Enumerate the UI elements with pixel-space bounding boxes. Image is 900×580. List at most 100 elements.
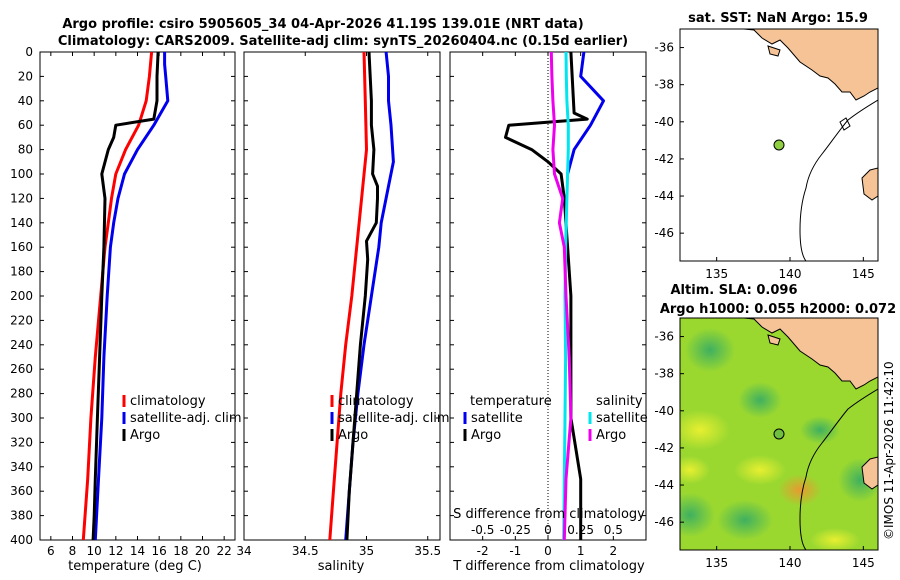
depth-tick-label: 160 <box>10 240 33 254</box>
map-y-tick-label: -42 <box>654 152 674 166</box>
salinity-series <box>328 52 395 540</box>
sla-map-axes: 135 140 145 -36 -38 -40 -42 -44 -46 <box>654 330 874 570</box>
depth-tick-label: 360 <box>10 484 33 498</box>
x-tick-label: 34.5 <box>292 544 319 558</box>
x-tick-label: 14 <box>130 544 145 558</box>
map-y-tick-label: -36 <box>654 41 674 55</box>
depth-tick-label: 280 <box>10 387 33 401</box>
sla-map <box>680 318 878 550</box>
legend-t-argo: Argo <box>471 428 501 443</box>
depth-tick-label: 140 <box>10 216 33 230</box>
series-line-argo <box>91 52 160 540</box>
map-x-tick-label: 140 <box>779 556 802 570</box>
x-tick-label: 35 <box>359 544 374 558</box>
depth-axis: 0 20 40 60 80 100 120 140 160 180 200 220 240 260 280 3… <box>10 45 646 547</box>
salinity-panel <box>243 51 441 541</box>
salinity-xlabel: salinity <box>318 559 365 574</box>
land-island <box>767 334 781 346</box>
sla-map-subtitle: Argo h1000: 0.055 h2000: 0.072 <box>660 302 896 317</box>
x-tick-label: 1 <box>577 544 585 558</box>
depth-tick-label: 120 <box>10 191 33 205</box>
depth-tick-label: 240 <box>10 338 33 352</box>
x-tick-label: 12 <box>108 544 123 558</box>
x-tick-label: -1 <box>509 544 521 558</box>
x-axes: 6 8 10 12 14 16 18 20 22 34 34.5 35 35.5 -2 -1 0 1 2-0.5-… <box>47 52 623 558</box>
difference-legend: temperature satellite Argo salinity sate… <box>463 394 648 443</box>
legend-satellite: satellite-adj. clim <box>338 411 450 426</box>
x-tick-label: 0 <box>544 544 552 558</box>
depth-tick-label: 80 <box>18 143 33 157</box>
map-x-tick-label: 145 <box>852 556 875 570</box>
series-line-salinity-satellite <box>562 52 570 540</box>
map-x-tick-label: 145 <box>852 267 875 281</box>
map-y-tick-label: -44 <box>654 189 674 203</box>
map-y-tick-label: -44 <box>654 478 674 492</box>
figure-title-line1: Argo profile: csiro 5905605_34 04-Apr-20… <box>62 17 583 32</box>
series-line-climatology <box>328 52 368 540</box>
map-y-tick-label: -46 <box>654 226 674 240</box>
map-x-tick-label: 140 <box>779 267 802 281</box>
legend-temperature-title: temperature <box>470 394 552 409</box>
series-line-temperature-argo <box>504 52 589 540</box>
sst-map-axes: 135 140 145 -36 -38 -40 -42 -44 -46 <box>654 41 874 281</box>
imos-watermark: ©IMOS 11-Apr-2026 11:42:10 <box>882 361 896 540</box>
map-y-tick-label: -46 <box>654 515 674 529</box>
sla-map-frame <box>679 317 879 551</box>
depth-tick-label: 0 <box>25 45 33 59</box>
map-y-tick-label: -36 <box>654 330 674 344</box>
diff-xlabel: T difference from climatology <box>452 559 645 574</box>
difference-series <box>504 52 605 540</box>
depth-tick-label: 200 <box>10 289 33 303</box>
temperature-series <box>81 52 170 540</box>
depth-tick-label: 20 <box>18 69 33 83</box>
isobath <box>799 388 878 550</box>
map-y-tick-label: -40 <box>654 115 674 129</box>
land-island <box>767 45 781 57</box>
legend-t-satellite: satellite <box>471 411 523 426</box>
sst-map-frame <box>679 28 879 262</box>
x-tick-label: -2 <box>477 544 489 558</box>
x-tick-top-label: -0.25 <box>500 523 531 537</box>
legend-satellite: satellite-adj. clim <box>130 411 242 426</box>
figure-title-line2: Climatology: CARS2009. Satellite-adj cli… <box>58 34 628 49</box>
x-tick-top-label: -0.5 <box>471 523 494 537</box>
depth-tick-label: 60 <box>18 118 33 132</box>
land-mainland <box>743 29 878 101</box>
map-y-tick-label: -38 <box>654 367 674 381</box>
temperature-legend: climatology satellite-adj. clim Argo <box>122 394 242 443</box>
sst-map <box>680 29 878 261</box>
x-tick-label: 2 <box>610 544 618 558</box>
depth-tick-label: 340 <box>10 460 33 474</box>
map-y-tick-label: -40 <box>654 404 674 418</box>
x-tick-label: 22 <box>217 544 232 558</box>
series-line-temperature-satellite <box>566 52 605 175</box>
series-line-argo <box>345 52 379 540</box>
series-line-satellite-adj-clim <box>93 52 170 540</box>
legend-s-argo: Argo <box>596 428 626 443</box>
depth-tick-label: 220 <box>10 313 33 327</box>
x-tick-top-label: 0.5 <box>604 523 623 537</box>
series-line-climatology <box>81 52 154 540</box>
temperature-xlabel: temperature (deg C) <box>68 559 202 574</box>
series-line-salinity-argo <box>549 52 573 540</box>
map-x-tick-label: 135 <box>705 267 728 281</box>
x-tick-label: 10 <box>87 544 102 558</box>
x-tick-label: 20 <box>195 544 210 558</box>
land-tasmania <box>861 456 878 490</box>
argo-marker-sst <box>773 139 785 151</box>
x-tick-label: 18 <box>173 544 188 558</box>
sst-map-title: sat. SST: NaN Argo: 15.9 <box>688 11 868 26</box>
legend-climatology: climatology <box>130 394 206 409</box>
depth-tick-label: 180 <box>10 265 33 279</box>
x-tick-label: 6 <box>47 544 55 558</box>
land-mainland <box>743 318 878 390</box>
depth-tick-label: 100 <box>10 167 33 181</box>
argo-marker-sla <box>773 428 785 440</box>
land-tasmania <box>861 167 878 201</box>
legend-s-satellite: satellite <box>596 411 648 426</box>
x-tick-label: 16 <box>152 544 167 558</box>
map-y-tick-label: -38 <box>654 78 674 92</box>
isobath <box>799 99 878 261</box>
map-y-tick-label: -42 <box>654 441 674 455</box>
